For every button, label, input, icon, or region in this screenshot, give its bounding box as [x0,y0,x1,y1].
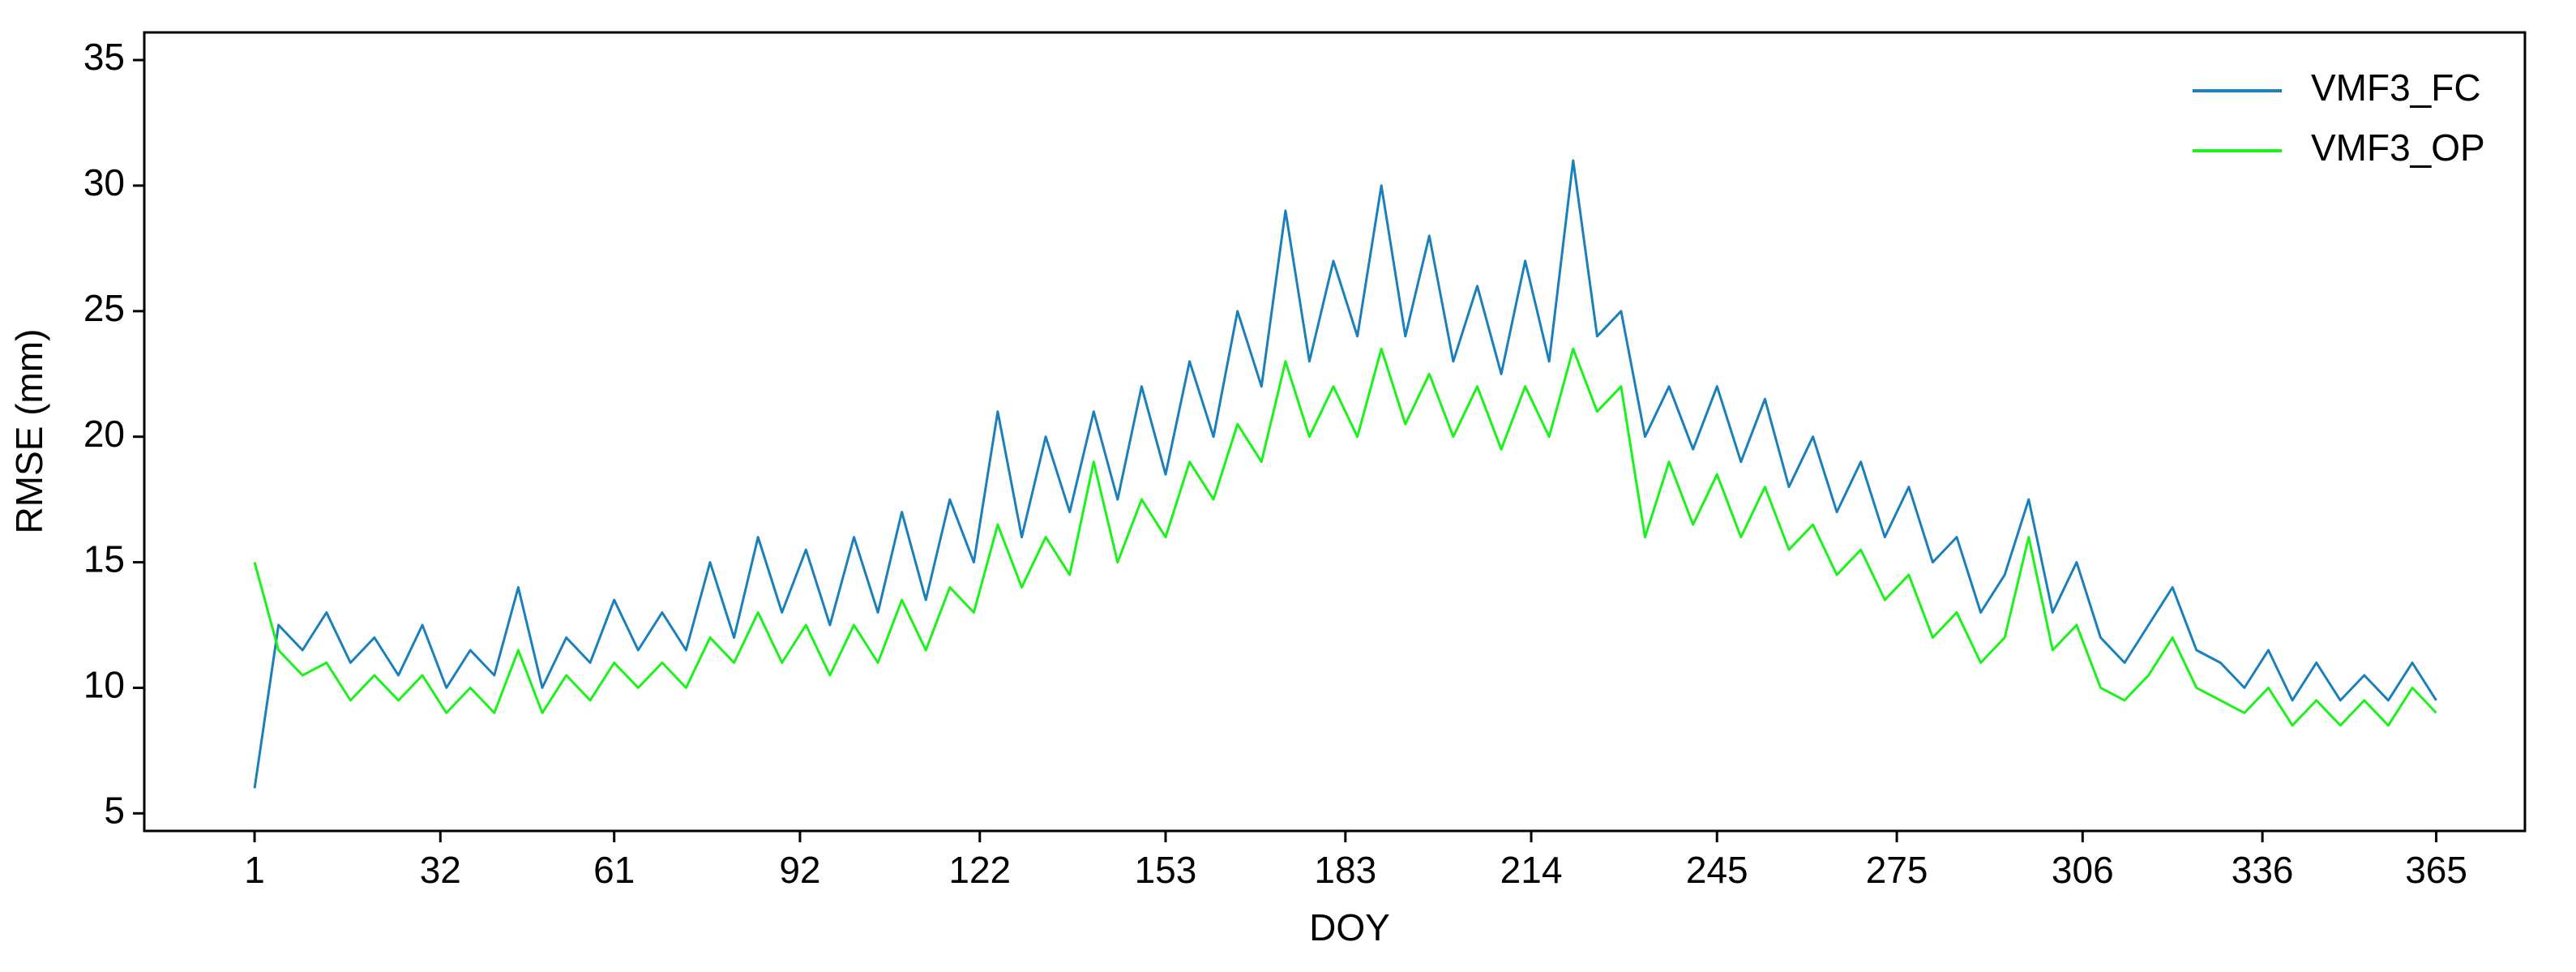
x-tick-label: 336 [2232,849,2294,891]
y-tick-label: 15 [83,538,125,580]
x-tick-label: 1 [244,849,265,891]
x-tick-label: 61 [593,849,635,891]
data-line [253,347,2437,727]
y-tick-label: 20 [83,413,125,455]
y-tick-label: 5 [104,789,125,831]
x-tick-label: 306 [2052,849,2114,891]
y-tick-label: 30 [83,161,125,203]
x-tick-label: 183 [1314,849,1376,891]
y-axis-label: RMSE (mm) [8,329,50,534]
x-tick-label: 92 [779,849,820,891]
legend-label: VMF3_FC [2311,66,2481,109]
x-tick-label: 214 [1500,849,1563,891]
x-tick-label: 32 [420,849,461,891]
y-tick-label: 35 [83,36,125,78]
x-tick-label: 122 [948,849,1011,891]
y-tick-label: 25 [83,287,125,329]
x-tick-label: 153 [1135,849,1197,891]
x-tick-label: 365 [2405,849,2467,891]
x-tick-label: 275 [1866,849,1928,891]
y-tick-label: 10 [83,664,125,706]
legend-label: VMF3_OP [2311,126,2485,169]
plot-frame [143,31,2527,833]
data-line [253,159,2437,789]
x-axis-label: DOY [1309,906,1390,948]
x-tick-label: 245 [1686,849,1748,891]
